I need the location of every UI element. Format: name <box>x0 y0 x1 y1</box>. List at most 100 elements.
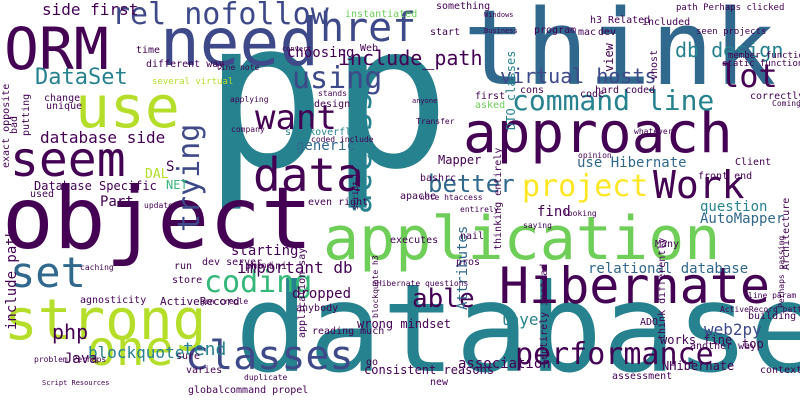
word: Client <box>735 157 772 168</box>
word: seem <box>10 132 126 188</box>
word: Many <box>655 239 680 250</box>
word: whatever <box>634 127 673 136</box>
word: Database Specific <box>34 179 157 193</box>
word: need <box>160 4 319 81</box>
word: Transfer <box>416 117 455 126</box>
word: important db <box>237 258 353 277</box>
word: DTO classes <box>504 50 518 130</box>
word: better <box>428 170 515 198</box>
word: find <box>537 204 571 220</box>
word: ActiveRecord pattern <box>720 305 800 314</box>
word: consistent reasons <box>364 363 495 377</box>
word: use <box>75 73 180 141</box>
word: code <box>580 89 605 100</box>
word: able <box>412 284 475 314</box>
word: unique <box>46 101 83 112</box>
word: putting <box>21 93 32 136</box>
word: include_path <box>338 46 483 70</box>
word: web2py <box>704 320 762 339</box>
word: member functions <box>728 51 800 61</box>
word: something <box>436 1 491 12</box>
word: nHibernate questions <box>372 279 469 288</box>
word: go <box>366 357 379 368</box>
word: opinion <box>578 151 612 160</box>
word: program <box>534 25 577 36</box>
word: entirely <box>460 205 499 214</box>
word: performance <box>515 337 714 372</box>
word: varies <box>186 365 223 376</box>
word: approach <box>463 101 733 166</box>
word: one <box>87 321 174 377</box>
word: path Perhaps clicked <box>676 3 785 13</box>
word: Hibernate <box>499 257 770 315</box>
word: bad <box>9 115 20 134</box>
word: database <box>235 258 800 400</box>
word: use Hibernate <box>577 155 687 171</box>
word: Windows <box>484 11 514 19</box>
word: ADO <box>640 317 659 328</box>
word: classes <box>185 333 354 379</box>
word: hard coded <box>595 85 656 96</box>
word: entirely instead <box>539 263 550 360</box>
word: command line <box>512 84 715 117</box>
word: change <box>44 93 81 104</box>
word: DAL <box>145 167 169 182</box>
word: h3 Related <box>590 15 651 26</box>
word: p <box>203 0 327 215</box>
word: script <box>351 181 360 210</box>
word: anyone <box>412 97 438 105</box>
word: application <box>323 204 721 274</box>
word: seen projects <box>696 27 767 37</box>
word: global <box>188 385 225 396</box>
word: dropped <box>292 286 352 302</box>
word: Business <box>484 27 518 35</box>
word: Coming <box>772 99 800 108</box>
word: reading much <box>312 326 385 337</box>
word: stands <box>318 89 347 98</box>
word: coding <box>204 265 313 300</box>
word: Part <box>100 194 134 210</box>
word: object <box>2 169 313 269</box>
word: several virtual <box>152 77 234 87</box>
word: store <box>172 275 203 286</box>
word: Mapper <box>438 153 482 167</box>
word: view <box>602 43 616 72</box>
word: AutoMapper <box>700 211 785 227</box>
word: DataSet <box>35 65 128 90</box>
word: nail <box>460 231 485 242</box>
word: executes <box>390 235 439 246</box>
word: line note <box>216 63 260 72</box>
word: saying <box>523 221 552 230</box>
word: rel nofollow <box>112 0 329 32</box>
word: ORM <box>4 15 109 83</box>
word: S <box>166 159 175 175</box>
word: include path <box>4 228 20 330</box>
word: layer <box>500 310 549 329</box>
word: included <box>642 17 691 28</box>
word: NHibernate <box>662 359 735 373</box>
word: generic <box>296 138 356 154</box>
word: cons <box>520 85 545 96</box>
word: anybody <box>296 303 339 314</box>
word: bashrc <box>420 173 457 184</box>
word: assessment <box>612 371 673 382</box>
word: pros <box>456 257 481 268</box>
word: Script Resources <box>42 379 110 387</box>
word: mind <box>252 261 272 270</box>
word: convert <box>282 45 312 53</box>
word: looking <box>563 209 597 218</box>
word: used <box>30 189 55 200</box>
word: tend <box>183 339 227 360</box>
word: blockquote <box>88 343 185 362</box>
word: set <box>10 248 86 297</box>
word: href <box>320 5 417 51</box>
word: problem Perhaps <box>34 355 107 364</box>
word: agnosticity <box>80 295 147 306</box>
word: dev server <box>202 257 263 268</box>
word: update <box>144 201 173 210</box>
word: association <box>458 356 551 372</box>
word: company <box>231 125 265 134</box>
word: think <box>463 0 777 109</box>
word: front end <box>698 171 753 182</box>
word: coded include <box>311 135 374 144</box>
